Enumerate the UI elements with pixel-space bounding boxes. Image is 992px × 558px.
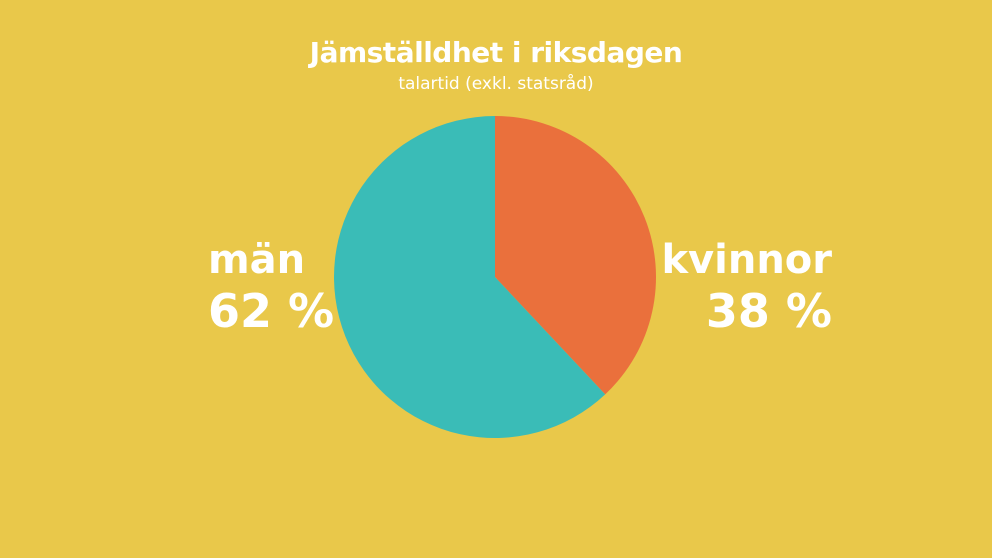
chart-subtitle: talartid (exkl. statsråd) bbox=[398, 74, 594, 94]
pie-slice-man bbox=[333, 116, 606, 438]
slice-name-man: män bbox=[208, 237, 306, 283]
slice-value-kvinnor: 38 % bbox=[705, 284, 832, 338]
slice-name-kvinnor: kvinnor bbox=[661, 237, 832, 283]
slice-label-man: män 62 % bbox=[208, 240, 334, 334]
slice-value-man: 62 % bbox=[208, 284, 335, 338]
slice-label-kvinnor: kvinnor 38 % bbox=[661, 240, 832, 334]
chart-title: Jämställdhet i riksdagen bbox=[309, 36, 683, 69]
pie-slice-kvinnor bbox=[495, 116, 656, 395]
